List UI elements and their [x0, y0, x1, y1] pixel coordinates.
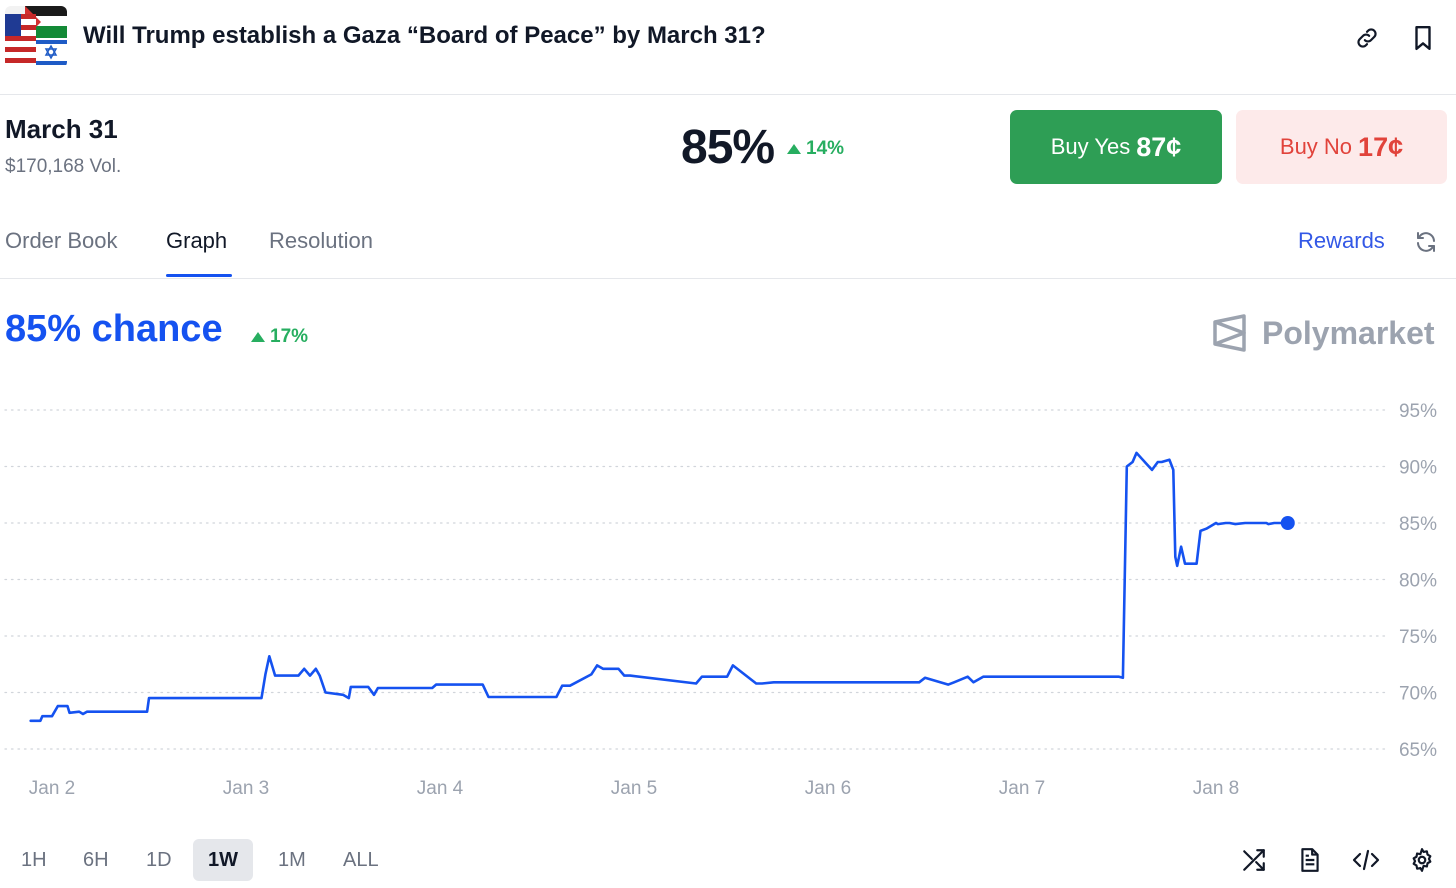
- y-tick-label: 95%: [1399, 401, 1437, 422]
- range-1w-button[interactable]: 1W: [193, 839, 253, 881]
- document-icon[interactable]: [1296, 846, 1324, 874]
- price-series-line: [29, 451, 1290, 723]
- up-triangle-icon: [787, 144, 801, 154]
- up-triangle-icon: [251, 332, 265, 342]
- buy-no-price: 17¢: [1358, 131, 1404, 162]
- tab-bar: Order Book Graph Resolution Rewards: [0, 200, 1456, 279]
- y-tick-label: 65%: [1399, 740, 1437, 761]
- shuffle-icon[interactable]: [1240, 846, 1268, 874]
- rewards-link[interactable]: Rewards: [1298, 228, 1385, 253]
- range-all-button[interactable]: ALL: [343, 848, 379, 871]
- range-1m-button[interactable]: 1M: [278, 848, 306, 871]
- buy-yes-button[interactable]: Buy Yes 87¢: [1010, 110, 1222, 184]
- y-tick-label: 80%: [1399, 571, 1437, 592]
- buy-no-button[interactable]: Buy No 17¢: [1236, 110, 1447, 184]
- y-tick-label: 85%: [1399, 514, 1437, 535]
- price-chart[interactable]: 95% 90% 85% 80% 75% 70% 65% Jan 2 Jan 3 Jan 4 Jan …: [0, 390, 1456, 810]
- active-tab-indicator: [166, 274, 232, 277]
- y-tick-label: 75%: [1399, 627, 1437, 648]
- x-tick-label: Jan 5: [611, 778, 657, 799]
- x-tick-label: Jan 6: [805, 778, 851, 799]
- market-title: Will Trump establish a Gaza “Board of Pe…: [83, 22, 766, 49]
- probability-change-value: 14%: [806, 138, 845, 159]
- x-tick-label: Jan 3: [223, 778, 269, 799]
- refresh-icon[interactable]: [1414, 230, 1438, 254]
- chance-value: 85% chance: [5, 308, 223, 350]
- polymarket-wordmark: Polymarket: [1262, 314, 1435, 351]
- market-image: [5, 6, 67, 68]
- probability-value: 85%: [681, 121, 775, 174]
- range-6h-button[interactable]: 6H: [83, 848, 109, 871]
- x-tick-label: Jan 7: [999, 778, 1045, 799]
- current-price-point: [1280, 516, 1295, 530]
- header: Will Trump establish a Gaza “Board of Pe…: [0, 0, 1456, 95]
- y-tick-label: 70%: [1399, 684, 1437, 705]
- tab-graph[interactable]: Graph: [166, 228, 228, 253]
- polymarket-logo: Polymarket: [1212, 314, 1435, 352]
- probability-change: 14%: [787, 138, 844, 160]
- market-volume: $170,168 Vol.: [5, 156, 122, 177]
- y-tick-label: 90%: [1399, 458, 1437, 479]
- code-icon[interactable]: [1352, 846, 1380, 874]
- x-tick-label: Jan 2: [29, 778, 75, 799]
- link-icon[interactable]: [1353, 24, 1381, 52]
- buy-yes-label: Buy Yes: [1050, 134, 1131, 159]
- range-1h-button[interactable]: 1H: [21, 848, 47, 871]
- settings-icon[interactable]: [1408, 846, 1436, 874]
- buy-yes-price: 87¢: [1136, 131, 1182, 162]
- x-tick-label: Jan 4: [417, 778, 464, 799]
- x-tick-label: Jan 8: [1193, 778, 1239, 799]
- tab-order-book[interactable]: Order Book: [5, 228, 118, 253]
- chance-change: 17%: [251, 326, 308, 348]
- range-1d-button[interactable]: 1D: [146, 848, 172, 871]
- bookmark-icon[interactable]: [1409, 24, 1437, 52]
- market-name: March 31: [5, 114, 118, 144]
- buy-no-label: Buy No: [1279, 134, 1353, 159]
- tab-resolution[interactable]: Resolution: [269, 228, 373, 253]
- chance-change-value: 17%: [270, 326, 309, 347]
- polymarket-logo-icon: [1213, 314, 1246, 352]
